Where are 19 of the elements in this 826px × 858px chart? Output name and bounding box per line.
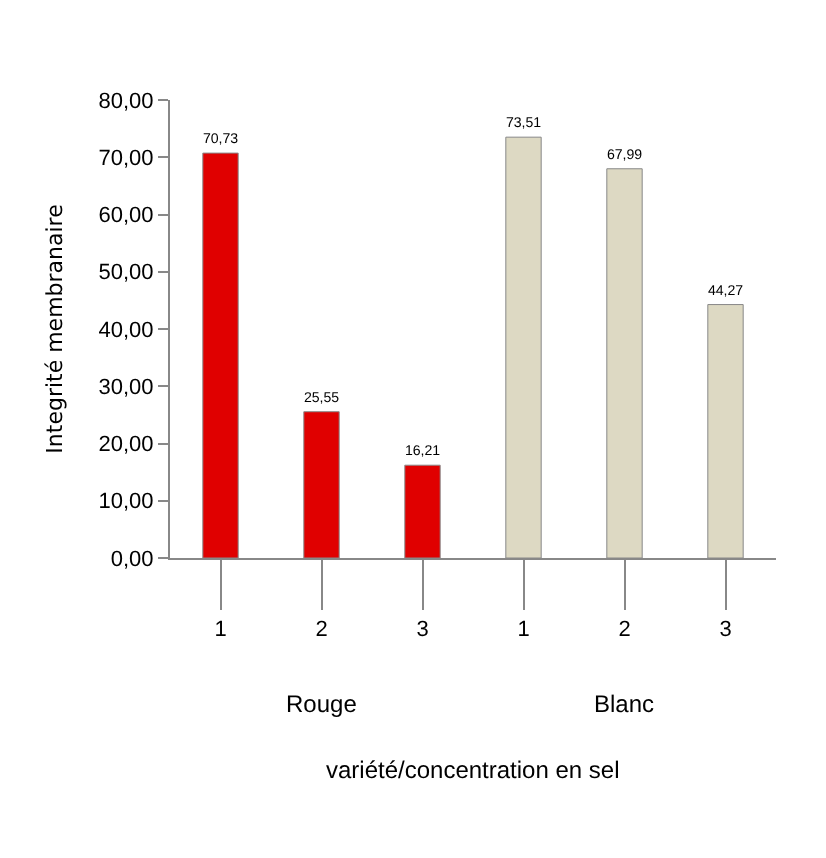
y-tick-label: 20,00: [98, 433, 154, 458]
y-axis-title: Integrité membranaire: [41, 203, 68, 454]
y-tick-label: 0,00: [110, 547, 154, 572]
y-tick-label: 10,00: [98, 490, 154, 515]
text: Blanc: [594, 690, 655, 718]
y-tick-label: 40,00: [98, 318, 154, 343]
x-tick-label: 1: [214, 618, 227, 643]
y-tick-label: 60,00: [98, 204, 154, 229]
x-tick-label: 1: [517, 618, 530, 643]
y-tick-label: 70,00: [98, 146, 154, 171]
y-tick-label: 80,00: [98, 89, 154, 114]
x-tick-label: 2: [315, 618, 328, 643]
text: Rouge: [286, 690, 358, 718]
y-tick-label: 30,00: [98, 375, 154, 400]
x-axis-title: variété/concentration en sel: [326, 756, 620, 784]
y-tick-label: 50,00: [98, 261, 154, 286]
x-tick-label: 2: [618, 618, 631, 643]
x-tick-label: 3: [416, 618, 429, 643]
x-tick-label: 3: [719, 618, 732, 643]
